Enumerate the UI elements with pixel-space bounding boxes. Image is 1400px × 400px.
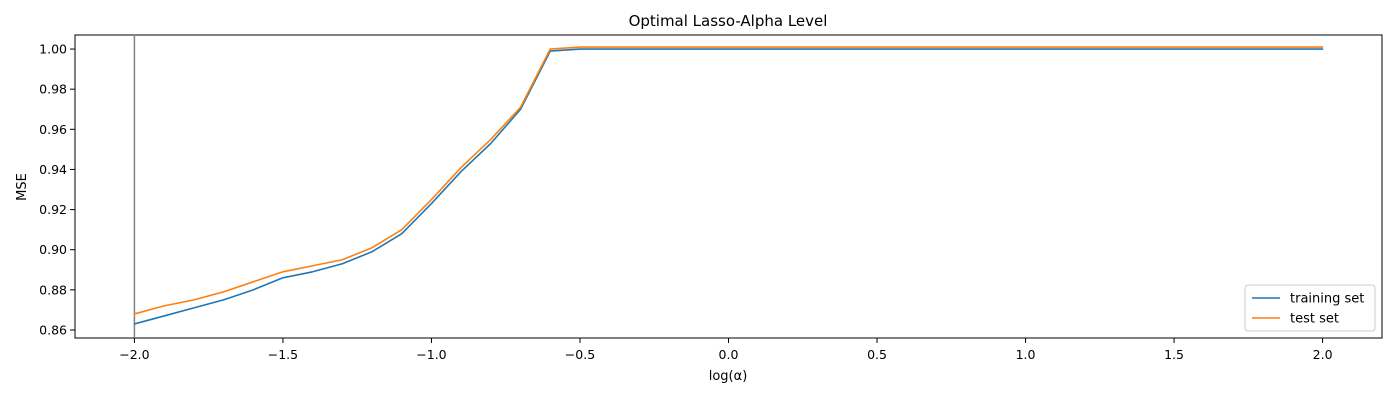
y-tick-label: 0.90 [39,242,67,257]
x-axis: −2.0 −1.5 −1.0 −0.5 0.0 0.5 1.0 1.5 2.0 [119,338,1333,362]
y-axis-label: MSE [15,173,30,201]
x-tick-label: −1.0 [416,347,446,362]
x-tick-label: −2.0 [119,347,149,362]
x-tick-label: 0.0 [719,347,739,362]
y-tick-label: 0.96 [39,122,67,137]
y-tick-label: 0.88 [39,282,67,297]
y-tick-label: 0.86 [39,322,67,337]
y-tick-label: 0.98 [39,82,67,97]
chart-title: Optimal Lasso-Alpha Level [629,12,828,30]
x-axis-label: log(α) [709,369,748,384]
x-tick-label: 0.5 [867,347,887,362]
x-tick-label: −1.5 [268,347,298,362]
y-tick-label: 0.92 [39,202,67,217]
legend-label: test set [1290,312,1339,327]
x-tick-label: 2.0 [1313,347,1333,362]
legend-label: training set [1290,292,1364,307]
plot-frame [74,34,1383,339]
legend: training set test set [1244,284,1376,332]
y-axis: 0.86 0.88 0.90 0.92 0.94 0.96 0.98 1.00 [39,42,75,337]
series-line-test [133,46,1324,315]
y-tick-label: 1.00 [39,42,67,57]
series-line-training [133,48,1324,325]
legend-box [1244,284,1376,332]
x-tick-label: 1.5 [1164,347,1184,362]
series-layer [133,46,1324,325]
x-tick-label: −0.5 [565,347,595,362]
x-tick-label: 1.0 [1016,347,1036,362]
y-tick-label: 0.94 [39,162,67,177]
